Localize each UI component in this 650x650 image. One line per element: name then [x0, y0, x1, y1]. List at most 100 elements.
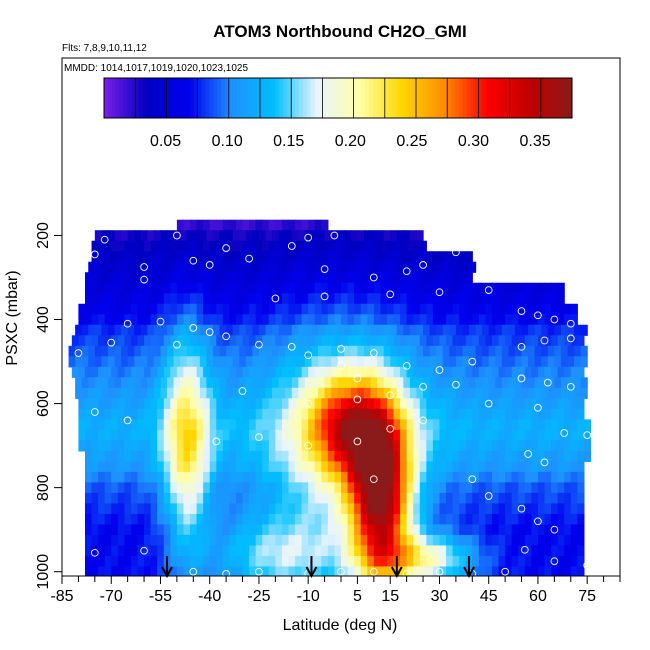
sample-point [212, 437, 221, 446]
heatmap-cell [406, 419, 414, 431]
heatmap-cell [163, 461, 171, 473]
heatmap-cell [137, 293, 145, 305]
heatmap-cell [84, 440, 93, 452]
heatmap-cell [505, 429, 513, 441]
heatmap-cell [183, 429, 191, 441]
heatmap-cell [308, 545, 316, 557]
heatmap-cell [498, 461, 506, 473]
heatmap-cell [262, 419, 270, 431]
heatmap-cell [104, 272, 112, 284]
heatmap-cell [268, 240, 276, 252]
heatmap-cell [426, 534, 434, 547]
heatmap-cell [180, 230, 188, 242]
heatmap-cell [114, 356, 122, 368]
heatmap-cell [203, 534, 211, 547]
heatmap-cell [347, 335, 355, 347]
heatmap-cell [321, 534, 329, 547]
colorbar-segment [509, 78, 514, 118]
heatmap-cell [117, 293, 125, 305]
heatmap-cell [275, 461, 283, 473]
heatmap-cell [380, 398, 388, 410]
heatmap-cell [439, 251, 447, 263]
heatmap-cell [406, 293, 414, 305]
heatmap-cell [84, 503, 93, 515]
heatmap-cell [209, 398, 217, 410]
heatmap-cell [442, 377, 450, 389]
heatmap-cell [478, 482, 487, 494]
heatmap-cell [327, 366, 336, 378]
colorbar-segment [326, 78, 331, 118]
heatmap-cell [252, 356, 260, 368]
heatmap-cell [518, 513, 526, 526]
heatmap-cell [544, 314, 552, 326]
heatmap-cell [124, 471, 132, 483]
heatmap-cell [577, 450, 585, 462]
heatmap-cell [229, 282, 237, 294]
heatmap-cell [459, 513, 467, 526]
heatmap-cell [505, 335, 513, 347]
sample-point [517, 342, 526, 351]
heatmap-cell [472, 335, 480, 347]
heatmap-cell [190, 482, 198, 494]
heatmap-cell [423, 387, 431, 399]
heatmap-cell [301, 524, 309, 536]
heatmap-cell [327, 471, 336, 483]
heatmap-cell [360, 419, 368, 431]
heatmap-cell [275, 492, 283, 504]
heatmap-cell [528, 324, 536, 336]
heatmap-cell [472, 482, 480, 494]
heatmap-cell [452, 272, 460, 284]
heatmap-cell [157, 492, 165, 504]
heatmap-cell [117, 461, 125, 473]
heatmap-cell [153, 356, 162, 368]
heatmap-cell [295, 293, 303, 305]
heatmap-cell [308, 219, 316, 231]
heatmap-cell [498, 450, 506, 462]
heatmap-row [84, 534, 585, 547]
heatmap-cell [469, 261, 477, 273]
heatmap-row [78, 398, 585, 410]
heatmap-cell [167, 377, 175, 389]
colorbar-segment [248, 78, 253, 118]
heatmap-cell [239, 345, 247, 357]
heatmap-cell [347, 240, 355, 252]
heatmap-cell [400, 482, 408, 494]
heatmap-cell [327, 534, 336, 547]
heatmap-cell [373, 282, 381, 294]
heatmap-cell [511, 366, 519, 378]
heatmap-cell [360, 440, 368, 452]
heatmap-cell [452, 461, 460, 473]
heatmap-cell [334, 555, 342, 568]
heatmap-cell [354, 534, 362, 547]
heatmap-cell [537, 503, 546, 515]
heatmap-cell [452, 314, 460, 326]
heatmap-cell [130, 240, 139, 252]
heatmap-cell [367, 545, 375, 557]
heatmap-cell [170, 545, 178, 557]
sample-point [337, 361, 345, 370]
heatmap-cell [130, 492, 139, 504]
heatmap-cell [196, 429, 204, 441]
heatmap-cell [452, 450, 460, 462]
heatmap-cell [199, 387, 208, 399]
heatmap-cell [386, 240, 395, 252]
heatmap-cell [298, 230, 306, 242]
heatmap-cell [229, 461, 237, 473]
heatmap-cell [511, 482, 519, 494]
heatmap-cell [163, 272, 171, 284]
heatmap-cell [216, 566, 224, 576]
heatmap-cell [157, 566, 165, 576]
heatmap-cell [521, 387, 529, 399]
colorbar-segment [135, 78, 140, 118]
heatmap-cell [281, 398, 290, 410]
heatmap-cell [262, 503, 270, 515]
heatmap-cell [478, 566, 487, 576]
sample-point [560, 429, 569, 437]
heatmap-cell [334, 408, 342, 420]
heatmap-cell [419, 440, 427, 452]
heatmap-cell [134, 377, 142, 389]
colorbar-segment [146, 78, 152, 118]
heatmap-cell [304, 377, 313, 389]
heatmap-cell [537, 566, 546, 576]
heatmap-cell [124, 272, 132, 284]
